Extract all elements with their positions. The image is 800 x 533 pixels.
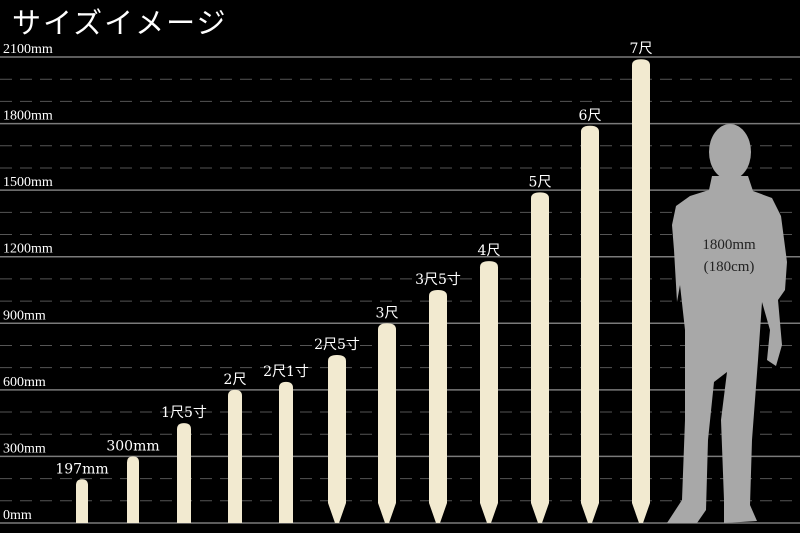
- stake-label: 2尺: [224, 372, 247, 388]
- stake-label: 6尺: [579, 108, 602, 124]
- gridlines: [0, 56, 800, 524]
- stake-label: 3尺: [376, 305, 399, 321]
- person-height-label: 1800mm: [702, 237, 756, 253]
- stake-label: 3尺5寸: [415, 272, 461, 288]
- stakes: 197mm 300mm 1尺5寸 2尺 2尺1寸 2尺5寸 3尺 3尺5寸 4尺 5尺 6尺 7尺: [55, 41, 653, 524]
- y-tick-label: 1500mm: [3, 175, 53, 190]
- y-tick-label: 0mm: [3, 508, 32, 523]
- y-tick-label: 300mm: [3, 441, 46, 456]
- stake-bar: [480, 261, 498, 523]
- stake-bar: [76, 479, 88, 523]
- stake-bar: [228, 389, 242, 523]
- stake-bar: [581, 125, 599, 524]
- stake-label: 197mm: [55, 461, 108, 477]
- person-silhouette: 1800mm (180cm): [667, 124, 787, 523]
- stake-bar: [328, 355, 346, 523]
- stake-bar: [378, 323, 396, 523]
- stake-bar: [531, 192, 549, 523]
- stake-label: 2尺1寸: [263, 364, 309, 380]
- stake-label: 1尺5寸: [161, 405, 207, 421]
- y-axis-ticks: 0mm 300mm 600mm 900mm 1200mm 1500mm 1800mm 2100…: [3, 42, 53, 523]
- stake-bar: [429, 290, 447, 523]
- stake-bar: [127, 456, 139, 523]
- stake-bar: [177, 423, 191, 523]
- y-tick-label: 2100mm: [3, 42, 53, 57]
- stake-bar: [279, 381, 293, 523]
- stake-label: 5尺: [529, 174, 552, 190]
- y-tick-label: 1200mm: [3, 242, 53, 257]
- y-tick-label: 900mm: [3, 308, 46, 323]
- stake-label: 300mm: [106, 438, 159, 454]
- stake-label: 4尺: [478, 243, 501, 259]
- stake-label: 2尺5寸: [314, 337, 360, 353]
- stake-label: 7尺: [630, 41, 653, 57]
- y-tick-label: 600mm: [3, 375, 46, 390]
- chart-title: サイズイメージ: [12, 6, 228, 40]
- person-body: [667, 176, 787, 523]
- stake-bar: [632, 59, 650, 523]
- person-height-cm-label: (180cm): [704, 259, 755, 275]
- y-tick-label: 1800mm: [3, 109, 53, 124]
- person-head: [709, 124, 751, 180]
